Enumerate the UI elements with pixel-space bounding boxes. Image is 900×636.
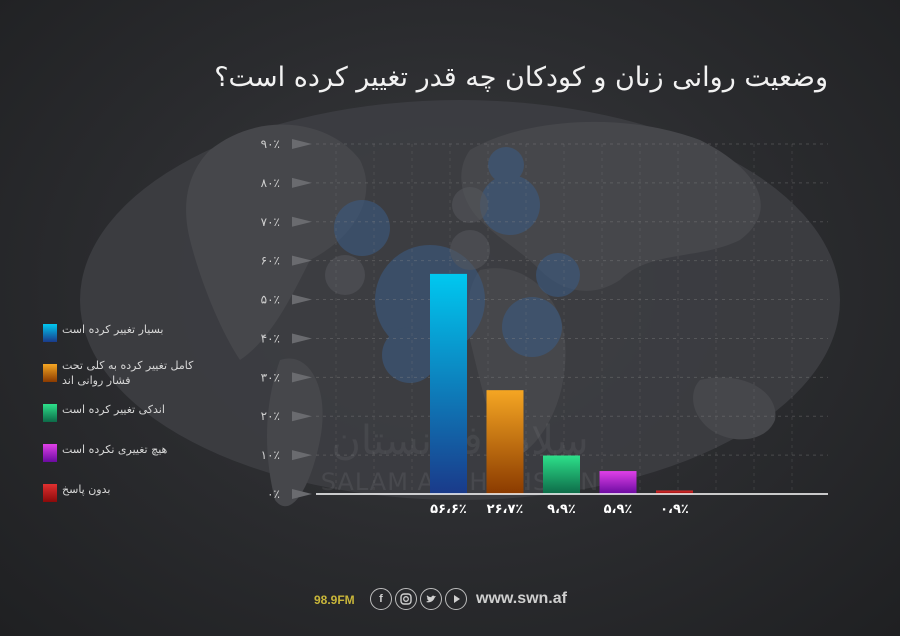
y-tick-label: ۴۰٪ [261, 331, 280, 345]
y-tick-marker [292, 177, 312, 188]
legend-swatch [43, 364, 57, 382]
y-tick-marker [292, 255, 312, 266]
footer: 98.9FM f www.swn.af [0, 588, 900, 612]
y-tick-label: ۵۰٪ [261, 293, 280, 307]
y-tick-marker [292, 333, 312, 344]
social-icons: f [370, 588, 470, 612]
value-label: ۹،۹٪ [547, 502, 576, 517]
y-tick-label: ۰٪ [267, 487, 280, 501]
legend-swatch [43, 404, 57, 422]
youtube-icon[interactable] [445, 588, 467, 610]
twitter-icon[interactable] [420, 588, 442, 610]
y-tick-label: ۷۰٪ [261, 215, 280, 229]
y-tick-label: ۹۰٪ [261, 137, 280, 151]
y-tick-label: ۱۰٪ [261, 448, 280, 462]
legend-label: هیچ تغییری نکرده است [62, 443, 168, 456]
legend-item: بسیار تغییر کرده است [40, 322, 240, 344]
y-tick-marker [292, 411, 312, 422]
y-tick-label: ۸۰٪ [261, 176, 280, 190]
bar [599, 471, 637, 494]
y-tick-label: ۲۰٪ [261, 409, 280, 423]
legend-item: بدون پاسخ [40, 482, 240, 504]
y-tick-label: ۳۰٪ [261, 370, 280, 384]
y-tick-marker [292, 450, 312, 461]
value-label: ۰،۹٪ [660, 502, 689, 517]
legend: بسیار تغییر کرده است کامل تغییر کرده به … [40, 322, 240, 504]
legend-swatch [43, 444, 57, 462]
bar [430, 273, 467, 494]
value-label: ۵۶،۶٪ [430, 502, 467, 517]
bar [543, 455, 580, 494]
y-tick-marker [292, 139, 312, 149]
value-label: ۵،۹٪ [604, 502, 633, 517]
chart-title: وضعیت روانی زنان و کودکان چه قدر تغییر ک… [214, 62, 828, 93]
website-link[interactable]: www.swn.af [476, 590, 567, 607]
value-label: ۲۶،۷٪ [487, 502, 524, 517]
y-tick-marker [292, 489, 312, 499]
legend-item: اندکی تغییر کرده است [40, 402, 240, 424]
y-tick-marker [292, 372, 312, 383]
y-tick-marker [292, 294, 312, 305]
legend-label: بسیار تغییر کرده است [62, 323, 164, 336]
bar [656, 490, 693, 494]
legend-label: بدون پاسخ [62, 483, 111, 496]
bar [486, 390, 524, 494]
legend-label: کامل تغییر کرده به کلی تحت فشار روانی ان… [62, 359, 194, 387]
legend-swatch [43, 324, 57, 342]
legend-item: کامل تغییر کرده به کلی تحت فشار روانی ان… [40, 358, 240, 388]
y-tick-label: ۶۰٪ [261, 254, 280, 268]
legend-swatch [43, 484, 57, 502]
facebook-icon[interactable]: f [370, 588, 392, 610]
y-tick-marker [292, 216, 312, 227]
instagram-icon[interactable] [395, 588, 417, 610]
legend-label: اندکی تغییر کرده است [62, 403, 165, 416]
radio-frequency: 98.9FM [314, 593, 355, 607]
legend-item: هیچ تغییری نکرده است [40, 442, 240, 464]
